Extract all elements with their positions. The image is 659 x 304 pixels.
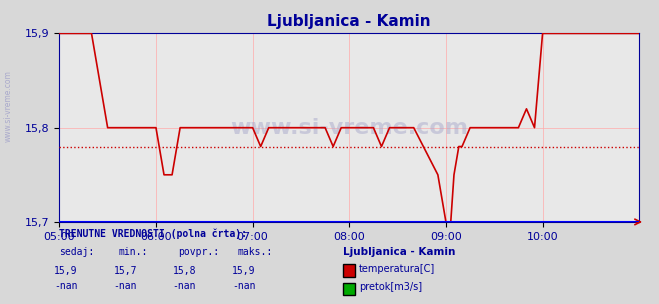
Text: www.si-vreme.com: www.si-vreme.com <box>3 71 13 142</box>
Text: maks.:: maks.: <box>237 247 272 257</box>
Text: TRENUTNE VREDNOSTI (polna črta):: TRENUTNE VREDNOSTI (polna črta): <box>59 229 247 239</box>
Text: -nan: -nan <box>113 281 137 291</box>
Title: Ljubljanica - Kamin: Ljubljanica - Kamin <box>268 15 431 29</box>
Text: -nan: -nan <box>232 281 256 291</box>
Text: -nan: -nan <box>54 281 78 291</box>
Text: www.si-vreme.com: www.si-vreme.com <box>230 118 469 138</box>
Text: temperatura[C]: temperatura[C] <box>359 264 436 274</box>
Text: povpr.:: povpr.: <box>178 247 219 257</box>
Text: -nan: -nan <box>173 281 196 291</box>
Text: 15,8: 15,8 <box>173 266 196 276</box>
Text: pretok[m3/s]: pretok[m3/s] <box>359 282 422 292</box>
Text: sedaj:: sedaj: <box>59 247 94 257</box>
Text: 15,9: 15,9 <box>54 266 78 276</box>
Text: Ljubljanica - Kamin: Ljubljanica - Kamin <box>343 247 455 257</box>
Text: 15,7: 15,7 <box>113 266 137 276</box>
Text: 15,9: 15,9 <box>232 266 256 276</box>
Text: min.:: min.: <box>119 247 148 257</box>
